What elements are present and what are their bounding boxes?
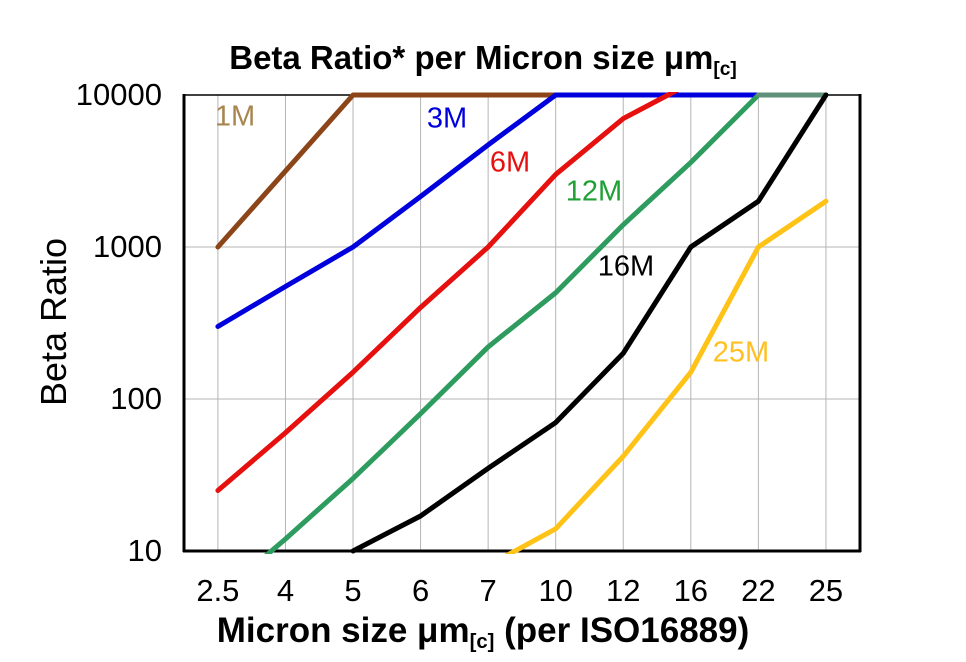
chart-title: Beta Ratio* per Micron size μm[c]: [0, 39, 966, 81]
x-tick-4: 4: [276, 573, 295, 608]
series-label-6M: 6M: [489, 146, 531, 179]
gridlines: [184, 95, 860, 551]
x-tick-12: 12: [606, 573, 641, 608]
series-label-1M: 1M: [214, 100, 256, 133]
series-label-16M: 16M: [597, 250, 655, 283]
chart-title-text: Beta Ratio* per Micron size μm: [229, 39, 714, 76]
x-tick-5: 5: [344, 573, 362, 608]
x-tick-7: 7: [479, 573, 497, 608]
y-tick-1000: 1000: [93, 229, 162, 264]
x-axis-title-suffix: (per ISO16889): [494, 611, 750, 650]
series-label-25M: 25M: [712, 336, 770, 369]
x-tick-25: 25: [808, 573, 844, 608]
series-line-16M: [350, 92, 829, 554]
chart-title-subscript: [c]: [713, 59, 737, 81]
series-label-12M: 12M: [565, 175, 623, 208]
x-axis-title-subscript: [c]: [469, 631, 495, 654]
y-tick-10000: 10000: [75, 77, 162, 112]
series-label-3M: 3M: [426, 102, 468, 135]
x-axis-title: Micron size μm[c] (per ISO16889): [0, 611, 966, 654]
x-tick-2.5: 2.5: [196, 573, 240, 608]
x-axis-title-text: Micron size μm: [216, 611, 470, 650]
y-tick-100: 100: [110, 381, 162, 416]
series-lines: [215, 92, 829, 554]
y-tick-10: 10: [127, 533, 162, 568]
series-line-12M: [264, 92, 829, 554]
x-tick-10: 10: [538, 573, 573, 608]
x-tick-22: 22: [741, 573, 776, 608]
series-line-6M: [215, 92, 680, 494]
series-line-1M: [215, 92, 559, 250]
series-line-25M: [504, 198, 829, 554]
x-tick-16: 16: [673, 573, 709, 608]
x-tick-6: 6: [411, 573, 430, 608]
